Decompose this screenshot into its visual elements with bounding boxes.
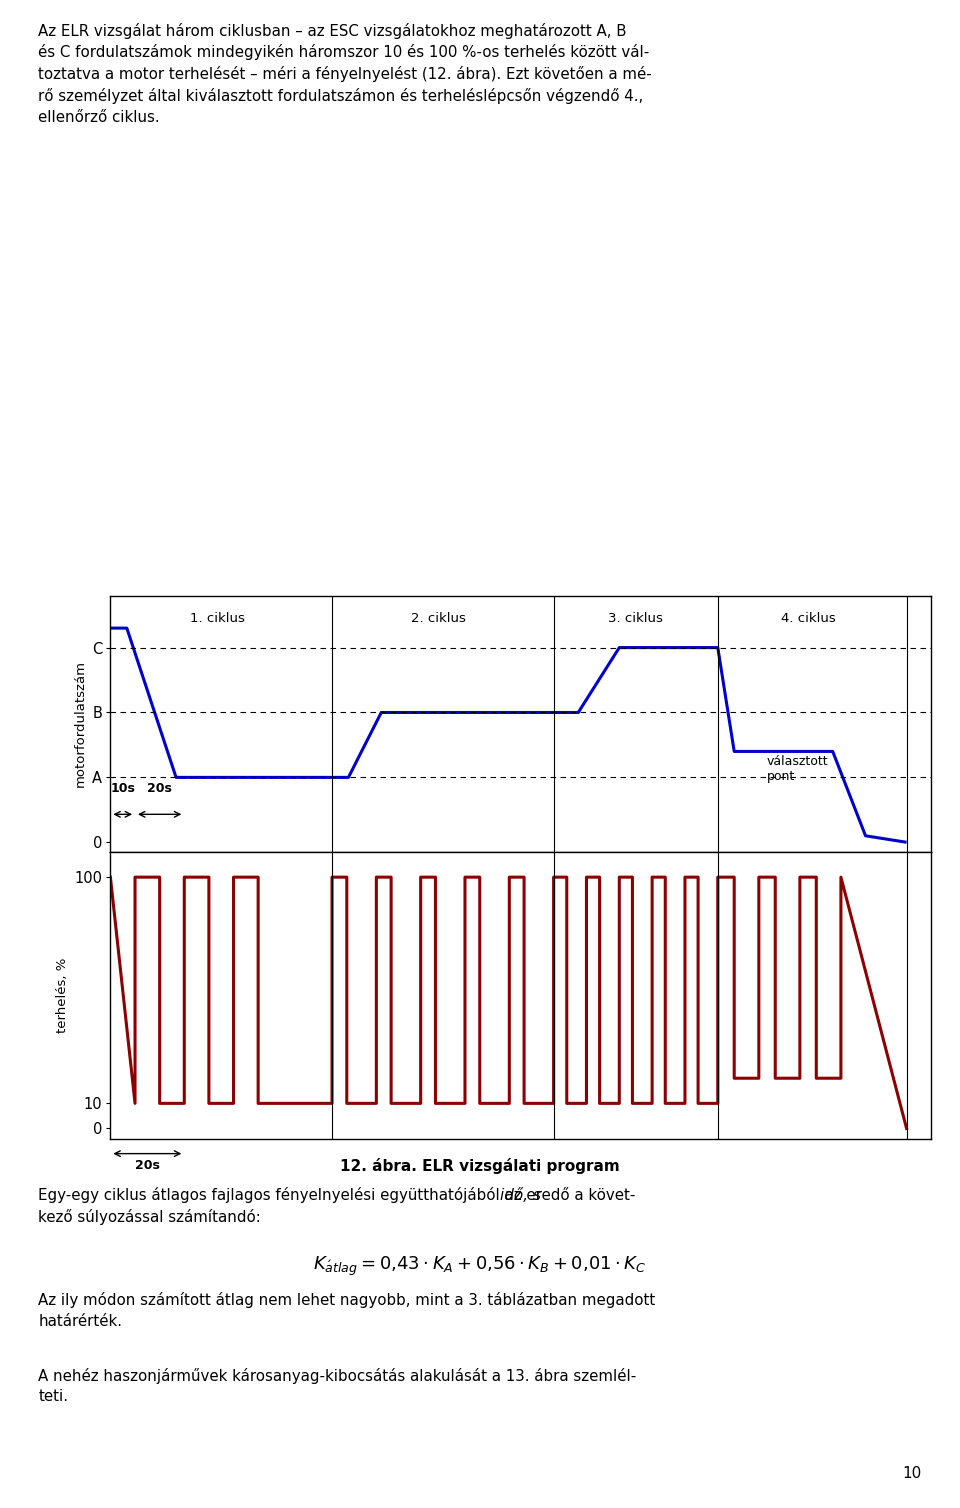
- Text: idő, s: idő, s: [500, 1188, 541, 1203]
- Text: Az ily módon számított átlag nem lehet nagyobb, mint a 3. táblázatban megadott
h: Az ily módon számított átlag nem lehet n…: [38, 1292, 656, 1329]
- Text: 10s: 10s: [110, 783, 135, 796]
- Text: $K_{\mathit{\acute{a}tlag}} = 0{,}43 \cdot K_A + 0{,}56 \cdot K_B + 0{,}01 \cdot: $K_{\mathit{\acute{a}tlag}} = 0{,}43 \cd…: [313, 1255, 647, 1277]
- Text: 1. ciklus: 1. ciklus: [190, 612, 245, 624]
- Text: 4. ciklus: 4. ciklus: [780, 612, 835, 624]
- Text: Az ELR vizsgálat három ciklusban – az ESC vizsgálatokhoz meghatározott A, B
és C: Az ELR vizsgálat három ciklusban – az ES…: [38, 23, 652, 125]
- Text: 3. ciklus: 3. ciklus: [609, 612, 663, 624]
- Text: A nehéz haszonjárművek károsanyag-kibocsátás alakulását a 13. ábra szemlél-
teti: A nehéz haszonjárművek károsanyag-kibocs…: [38, 1368, 636, 1404]
- Y-axis label: motorfordulatszám: motorfordulatszám: [73, 661, 86, 787]
- Text: 10: 10: [902, 1466, 922, 1481]
- Text: 20s: 20s: [147, 783, 172, 796]
- Text: 2. ciklus: 2. ciklus: [411, 612, 467, 624]
- Text: 12. ábra. ELR vizsgálati program: 12. ábra. ELR vizsgálati program: [340, 1158, 620, 1175]
- Text: Egy-egy ciklus átlagos fajlagos fényelnyelési együtthatójából az eredő a követ-
: Egy-egy ciklus átlagos fajlagos fényelny…: [38, 1187, 636, 1224]
- Y-axis label: terhelés, %: terhelés, %: [56, 958, 68, 1033]
- Text: 20s: 20s: [135, 1160, 159, 1173]
- Text: választott
pont: választott pont: [767, 754, 828, 783]
